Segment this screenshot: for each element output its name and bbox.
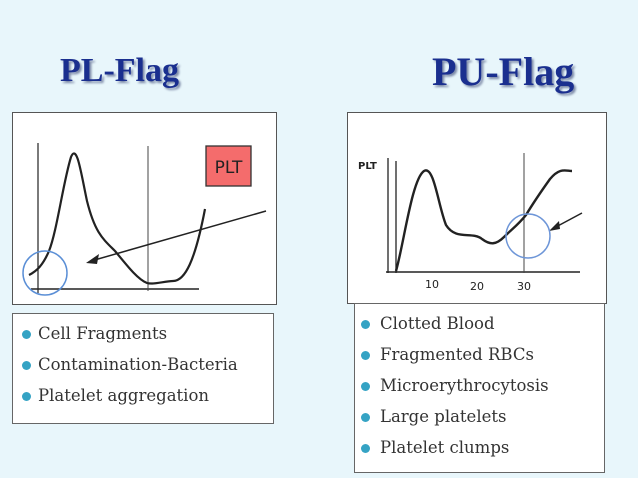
bullet-dot <box>361 382 370 391</box>
list-item-label: Platelet clumps <box>380 438 510 457</box>
pl-flag-title: PL-Flag <box>60 52 179 89</box>
bullet-dot <box>361 413 370 422</box>
pl-causes-list: Cell Fragments Contamination-Bacteria Pl… <box>12 313 274 424</box>
list-item: Clotted Blood <box>355 308 604 339</box>
pl-arrow-head <box>86 254 99 264</box>
list-item-label: Microerythrocytosis <box>380 376 549 395</box>
pl-arrow-line <box>90 210 267 262</box>
list-item: Fragmented RBCs <box>355 339 604 370</box>
list-item-label: Fragmented RBCs <box>380 345 534 364</box>
pu-tick-10: 10 <box>425 278 439 291</box>
bullet-dot <box>22 330 31 339</box>
pu-flag-title: PU-Flag <box>432 49 575 94</box>
pu-histogram: PLT 10 20 30 <box>358 153 583 293</box>
list-item-label: Clotted Blood <box>380 314 495 333</box>
bullet-dot <box>361 444 370 453</box>
pl-highlight-circle <box>22 250 68 296</box>
pl-histogram-panel: PLT <box>12 112 277 305</box>
bullet-dot <box>22 392 31 401</box>
list-item-label: Cell Fragments <box>38 324 168 343</box>
list-item: Contamination-Bacteria <box>13 349 273 380</box>
list-item-label: Large platelets <box>380 407 507 426</box>
pu-histogram-curve <box>394 169 573 272</box>
bullet-dot <box>22 361 31 370</box>
plt-badge <box>205 145 252 187</box>
list-item-label: Contamination-Bacteria <box>38 355 238 374</box>
plt-badge-label: PLT <box>215 158 243 178</box>
list-item: Platelet aggregation <box>13 380 273 411</box>
bullet-dot <box>361 351 370 360</box>
list-item: Microerythrocytosis <box>355 370 604 401</box>
pu-axis-label: PLT <box>358 161 377 172</box>
pu-causes-list: Clotted Blood Fragmented RBCs Microeryth… <box>354 303 605 473</box>
pu-histogram-panel: PLT 10 20 30 <box>347 112 607 304</box>
pl-histogram-curve <box>28 152 207 285</box>
pu-tick-20: 20 <box>470 280 484 293</box>
list-item: Platelet clumps <box>355 432 604 463</box>
list-item: Large platelets <box>355 401 604 432</box>
list-item: Cell Fragments <box>13 318 273 349</box>
bullet-dot <box>361 320 370 329</box>
pl-histogram: PLT <box>22 143 267 296</box>
list-item-label: Platelet aggregation <box>38 386 210 405</box>
pu-arrow-head <box>549 221 560 231</box>
pu-highlight-circle <box>505 213 551 259</box>
pu-tick-30: 30 <box>517 280 531 293</box>
